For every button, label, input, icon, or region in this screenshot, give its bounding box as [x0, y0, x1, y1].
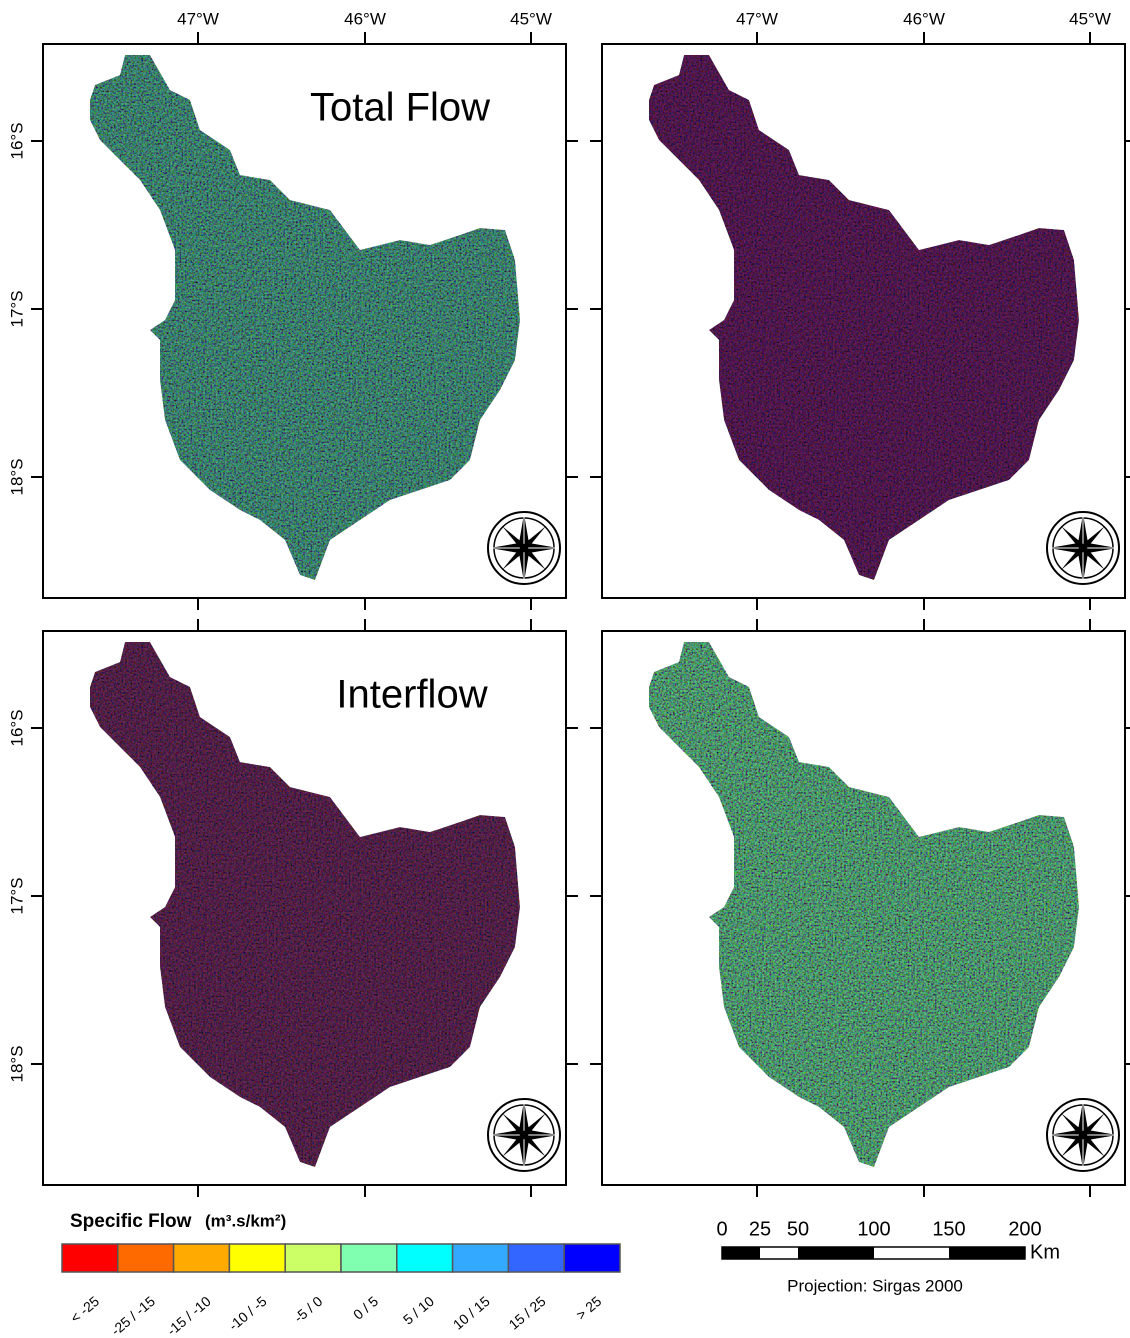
legend-label: -25 / -15	[108, 1293, 158, 1338]
scale-label: 200	[1008, 1218, 1041, 1240]
legend-swatch	[453, 1244, 509, 1272]
lat-label: 17°S	[7, 290, 26, 327]
legend-label: > 25	[573, 1293, 605, 1323]
figure: Specific Flow (m³.s/km²) < -25-25 / -15-…	[0, 0, 1130, 1338]
legend-unit: (m³.s/km²)	[205, 1211, 286, 1230]
legend-swatch	[229, 1244, 285, 1272]
lat-label: 18°S	[7, 458, 26, 495]
legend-title: Specific Flow	[70, 1211, 192, 1232]
legend: Specific Flow (m³.s/km²) < -25-25 / -15-…	[62, 1211, 620, 1338]
legend-swatch	[341, 1244, 397, 1272]
legend-label: < -25	[67, 1293, 102, 1326]
map-panel: Interflow 16°S 17°S 18°S	[7, 619, 578, 1197]
north-arrow	[488, 1099, 560, 1171]
lon-label: 47°W	[736, 9, 778, 28]
legend-label: 0 / 5	[350, 1293, 381, 1323]
lat-label: 16°S	[7, 122, 26, 159]
lat-label: 17°S	[7, 877, 26, 914]
scale-segment	[798, 1247, 874, 1259]
scale-label: 0	[716, 1218, 727, 1240]
legend-label: 10 / 15	[450, 1293, 493, 1333]
scale-unit: Km	[1030, 1241, 1060, 1263]
lon-label: 46°W	[344, 9, 386, 28]
legend-swatch	[62, 1244, 118, 1272]
scale-label: 25	[749, 1218, 771, 1240]
lon-label: 46°W	[903, 9, 945, 28]
legend-label: 15 / 25	[506, 1293, 549, 1333]
panel-title: Interflow	[336, 673, 487, 717]
lat-label: 16°S	[7, 709, 26, 746]
north-arrow	[1047, 1099, 1119, 1171]
legend-label: 5 / 10	[400, 1293, 437, 1328]
map-panel: Total Flow 47°W 46°W 45°W 16°S 17°S 18°S	[7, 9, 578, 610]
lat-label: 18°S	[7, 1045, 26, 1082]
scale-segment	[949, 1247, 1025, 1259]
legend-swatch	[564, 1244, 620, 1272]
lon-label: 45°W	[510, 9, 552, 28]
legend-label: -5 / 0	[291, 1293, 326, 1326]
scale-label: 100	[857, 1218, 890, 1240]
legend-swatch	[174, 1244, 230, 1272]
map-panel: Quickflow47°W46°W45°W	[590, 9, 1130, 610]
legend-label: -10 / -5	[225, 1293, 269, 1334]
scale-bar: Km Projection: Sirgas 2000 0 25 50 100 150 20…	[716, 1218, 1060, 1295]
panel-title: Total Flow	[310, 86, 490, 130]
scale-label: 150	[932, 1218, 965, 1240]
map-panel: Base Flow	[590, 619, 1130, 1197]
legend-swatch	[508, 1244, 564, 1272]
legend-label: -15 / -10	[164, 1293, 214, 1338]
north-arrow	[1047, 512, 1119, 584]
lon-label: 47°W	[177, 9, 219, 28]
legend-swatch	[397, 1244, 453, 1272]
projection: Projection: Sirgas 2000	[787, 1276, 963, 1295]
scale-segment	[722, 1247, 760, 1259]
legend-swatch	[118, 1244, 174, 1272]
legend-swatch	[285, 1244, 341, 1272]
scale-label: 50	[787, 1218, 809, 1240]
lon-label: 45°W	[1069, 9, 1111, 28]
north-arrow	[488, 512, 560, 584]
